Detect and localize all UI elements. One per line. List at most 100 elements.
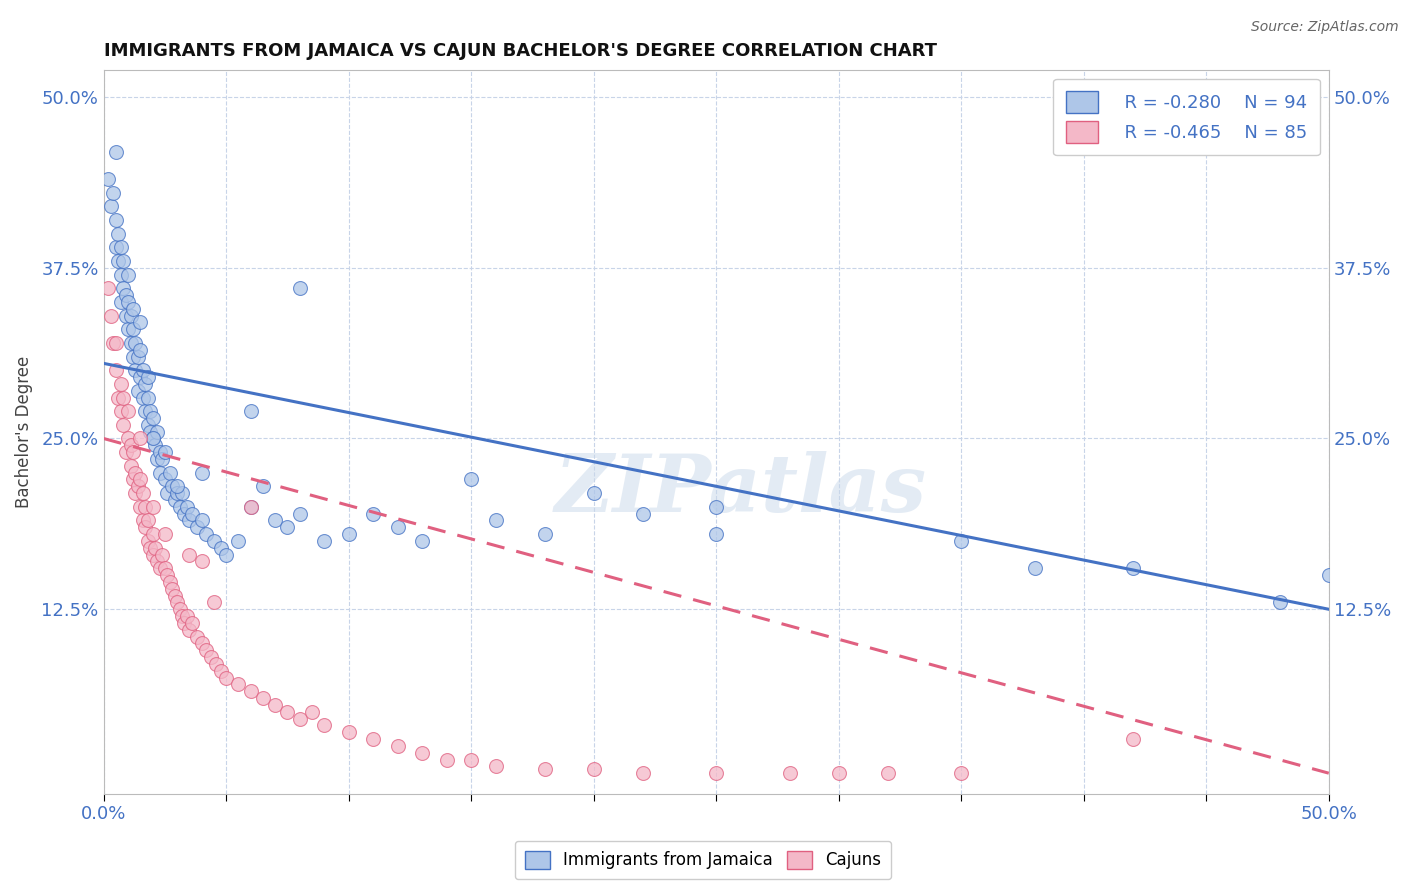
Point xyxy=(156,568,179,582)
Point xyxy=(132,486,155,500)
Point xyxy=(876,766,898,780)
Point xyxy=(117,294,139,309)
Point xyxy=(122,322,145,336)
Point xyxy=(100,199,122,213)
Point xyxy=(337,527,360,541)
Legend:   R = -0.280    N = 94,   R = -0.465    N = 85: R = -0.280 N = 94, R = -0.465 N = 85 xyxy=(1053,78,1320,155)
Point xyxy=(180,615,202,630)
Point xyxy=(149,466,172,480)
Point xyxy=(129,343,152,357)
Point xyxy=(122,350,145,364)
Point xyxy=(127,479,149,493)
Point xyxy=(117,432,139,446)
Point xyxy=(139,404,162,418)
Point xyxy=(301,705,323,719)
Point xyxy=(411,746,433,760)
Point xyxy=(209,541,232,555)
Point xyxy=(533,762,555,776)
Text: IMMIGRANTS FROM JAMAICA VS CAJUN BACHELOR'S DEGREE CORRELATION CHART: IMMIGRANTS FROM JAMAICA VS CAJUN BACHELO… xyxy=(104,42,936,60)
Point xyxy=(153,445,176,459)
Point xyxy=(104,363,127,377)
Point xyxy=(110,404,132,418)
Point xyxy=(129,473,152,487)
Point xyxy=(186,630,208,644)
Point xyxy=(142,411,165,425)
Point xyxy=(97,281,120,295)
Point xyxy=(264,513,287,527)
Point xyxy=(704,527,727,541)
Point xyxy=(276,520,298,534)
Point xyxy=(582,762,605,776)
Point xyxy=(387,739,409,753)
Point xyxy=(134,520,156,534)
Point xyxy=(153,527,176,541)
Point xyxy=(160,479,183,493)
Point xyxy=(202,595,225,609)
Point xyxy=(114,288,136,302)
Y-axis label: Bachelor's Degree: Bachelor's Degree xyxy=(15,356,32,508)
Point xyxy=(533,527,555,541)
Point xyxy=(190,513,212,527)
Point xyxy=(117,268,139,282)
Point xyxy=(460,752,482,766)
Point xyxy=(166,595,188,609)
Point xyxy=(314,718,336,732)
Point xyxy=(142,432,165,446)
Point xyxy=(1268,595,1291,609)
Point xyxy=(136,391,159,405)
Point xyxy=(136,417,159,432)
Point xyxy=(156,486,179,500)
Point xyxy=(104,145,127,159)
Point xyxy=(179,548,201,562)
Point xyxy=(190,636,212,650)
Point xyxy=(361,507,384,521)
Point xyxy=(120,309,142,323)
Point xyxy=(122,445,145,459)
Point xyxy=(631,507,654,521)
Point xyxy=(129,432,152,446)
Point xyxy=(631,766,654,780)
Point xyxy=(411,533,433,548)
Point xyxy=(112,281,135,295)
Point xyxy=(132,513,155,527)
Point xyxy=(127,350,149,364)
Point xyxy=(104,213,127,227)
Point xyxy=(129,315,152,329)
Point xyxy=(387,520,409,534)
Point xyxy=(166,479,188,493)
Point xyxy=(146,554,169,568)
Point xyxy=(124,363,146,377)
Point xyxy=(173,507,195,521)
Point xyxy=(337,725,360,739)
Point xyxy=(228,533,250,548)
Point xyxy=(264,698,287,712)
Point xyxy=(169,602,191,616)
Point xyxy=(186,520,208,534)
Text: Source: ZipAtlas.com: Source: ZipAtlas.com xyxy=(1251,20,1399,34)
Point xyxy=(110,376,132,391)
Point xyxy=(195,527,218,541)
Point xyxy=(129,500,152,514)
Point xyxy=(288,281,311,295)
Point xyxy=(112,391,135,405)
Point xyxy=(170,486,193,500)
Point xyxy=(239,404,262,418)
Point xyxy=(215,671,238,685)
Point xyxy=(314,533,336,548)
Point xyxy=(146,425,169,439)
Point xyxy=(107,253,129,268)
Point xyxy=(104,335,127,350)
Point xyxy=(110,294,132,309)
Point xyxy=(139,425,162,439)
Point xyxy=(179,623,201,637)
Point xyxy=(205,657,228,671)
Point xyxy=(288,507,311,521)
Point xyxy=(134,376,156,391)
Point xyxy=(132,391,155,405)
Point xyxy=(117,322,139,336)
Point xyxy=(704,766,727,780)
Point xyxy=(485,513,508,527)
Point xyxy=(124,466,146,480)
Point xyxy=(107,227,129,241)
Point xyxy=(485,759,508,773)
